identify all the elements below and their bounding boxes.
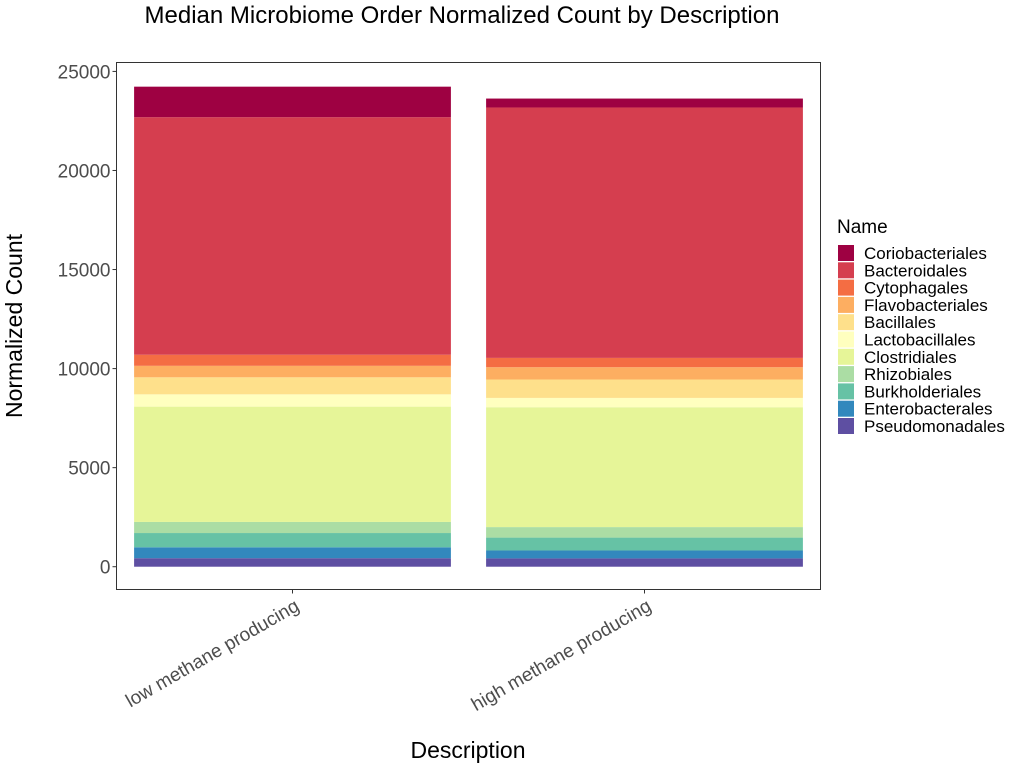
bar-segment (486, 107, 803, 358)
legend-item: Enterobacterales (838, 400, 993, 419)
bar-segment (486, 357, 803, 368)
legend-item: Coriobacteriales (838, 244, 987, 263)
bar-segment (486, 537, 803, 551)
y-tick-label: 15000 (58, 261, 111, 282)
bar-segment (486, 379, 803, 398)
legend-item: Clostridiales (838, 348, 957, 367)
legend-label: Coriobacteriales (864, 244, 987, 263)
x-axis-title: Description (410, 737, 525, 763)
bar-segment (134, 533, 451, 548)
legend-item: Cytophagales (838, 279, 968, 298)
legend-key (838, 348, 854, 365)
panel-border (116, 62, 821, 590)
x-axis: low methane producing high methane produc… (122, 589, 655, 716)
y-tick-label: 20000 (58, 161, 111, 182)
legend-key (838, 279, 854, 296)
bar-segment (134, 117, 451, 355)
legend-key (838, 262, 854, 279)
x-tick-label: low methane producing (122, 596, 303, 712)
legend: Name CoriobacterialesBacteroidalesCytoph… (837, 217, 1005, 436)
bar-segment (134, 365, 451, 378)
legend-label: Rhizobiales (864, 365, 952, 384)
legend-label: Bacteroidales (864, 261, 967, 280)
bar-segment (486, 558, 803, 567)
legend-label: Lactobacillales (864, 331, 976, 350)
legend-item: Bacillales (838, 313, 936, 332)
bar-segment (486, 397, 803, 408)
bar-segment (134, 394, 451, 407)
chart-title: Median Microbiome Order Normalized Count… (145, 2, 780, 29)
bar-segment (486, 98, 803, 108)
bar-segment (486, 367, 803, 380)
legend-key (838, 400, 854, 417)
bar-segment (134, 558, 451, 567)
legend-key (838, 383, 854, 400)
legend-label: Bacillales (864, 313, 936, 332)
y-tick-label: 0 (100, 558, 111, 579)
legend-label: Flavobacteriales (864, 296, 988, 315)
legend-key (838, 245, 854, 261)
legend-key (838, 331, 854, 348)
bar-segment (134, 354, 451, 366)
legend-item: Pseudomonadales (838, 417, 1005, 436)
y-tick-label: 25000 (58, 62, 111, 83)
y-axis: 0 5000 10000 15000 20000 25000 (58, 62, 117, 579)
legend-title: Name (837, 217, 888, 238)
legend-key (838, 296, 854, 313)
legend-items: CoriobacterialesBacteroidalesCytophagale… (838, 244, 1005, 436)
bar-segment (134, 521, 451, 534)
bar-segment (486, 407, 803, 528)
legend-label: Clostridiales (864, 348, 957, 367)
y-tick-label: 10000 (58, 360, 111, 381)
bars (134, 86, 803, 567)
legend-item: Lactobacillales (838, 331, 976, 350)
legend-label: Burkholderiales (864, 382, 981, 401)
legend-key (838, 314, 854, 331)
legend-label: Cytophagales (864, 279, 968, 298)
bar-segment (134, 86, 451, 118)
legend-key (838, 418, 854, 434)
legend-label: Enterobacterales (864, 400, 993, 419)
bar-segment (134, 377, 451, 395)
legend-item: Bacteroidales (838, 261, 967, 280)
legend-item: Flavobacteriales (838, 296, 988, 315)
bar-segment (134, 547, 451, 559)
bar-segment (134, 406, 451, 522)
legend-key (838, 366, 854, 383)
y-axis-title: Normalized Count (1, 233, 27, 418)
legend-item: Burkholderiales (838, 382, 981, 401)
x-tick-label: high methane producing (468, 596, 655, 716)
bar-segment (486, 550, 803, 559)
legend-label: Pseudomonadales (864, 417, 1005, 436)
y-tick-label: 5000 (68, 459, 110, 480)
bar-segment (486, 527, 803, 538)
legend-item: Rhizobiales (838, 365, 952, 384)
